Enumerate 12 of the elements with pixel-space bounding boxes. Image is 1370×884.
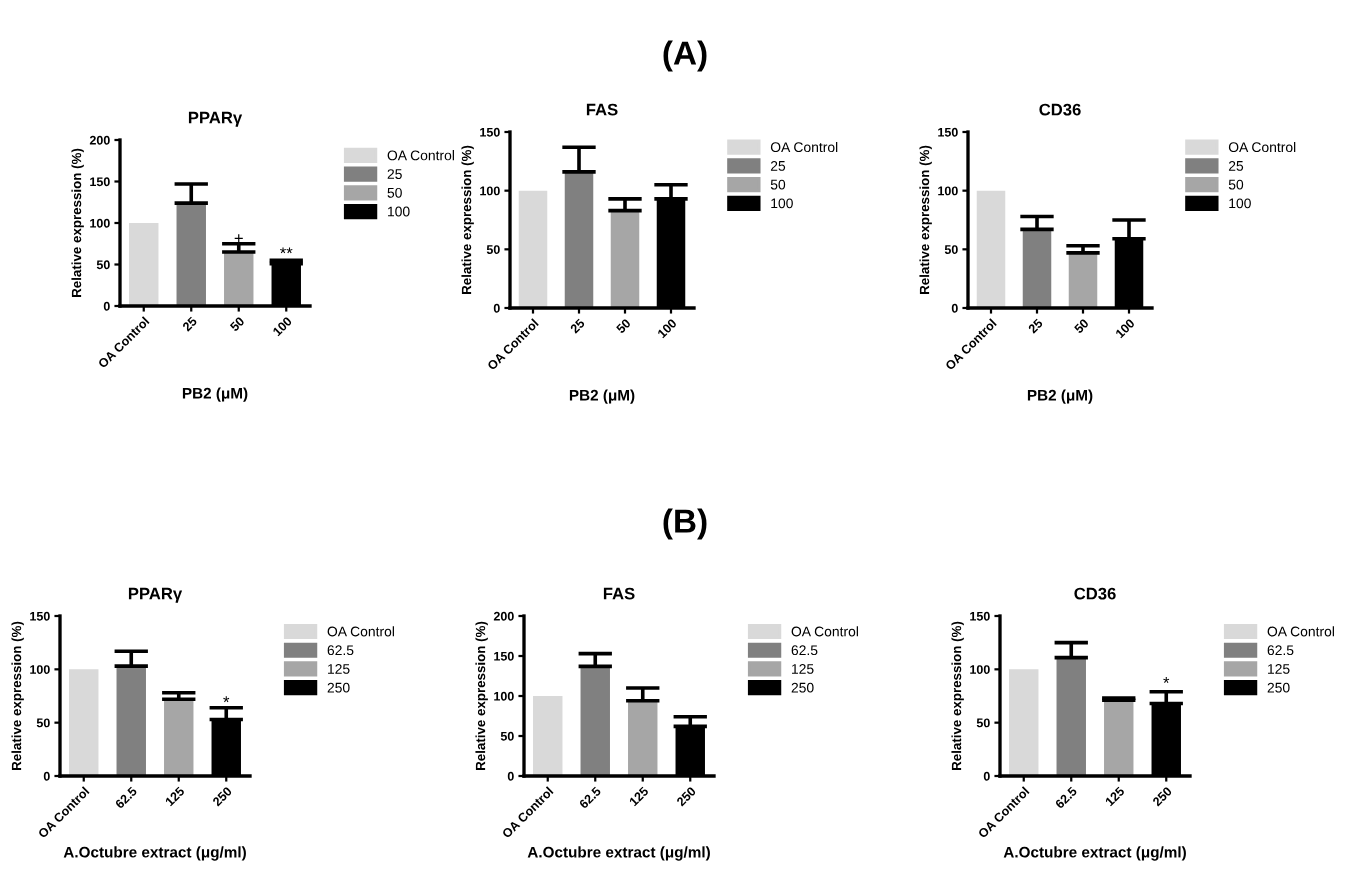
annotation: * (1163, 677, 1170, 683)
text: (A) (663, 40, 707, 72)
chart-title: PPARγ (188, 111, 243, 127)
chart-title: CD36 (1039, 103, 1081, 116)
chart-title: PPARγ (128, 587, 183, 603)
annotation: + (234, 234, 243, 243)
chart-title: FAS (586, 103, 618, 116)
annotation: ** (280, 247, 293, 254)
text: (B) (663, 508, 707, 540)
chart-title: CD36 (1074, 587, 1116, 600)
annotation: * (223, 696, 230, 703)
chart-title: FAS (603, 587, 635, 600)
